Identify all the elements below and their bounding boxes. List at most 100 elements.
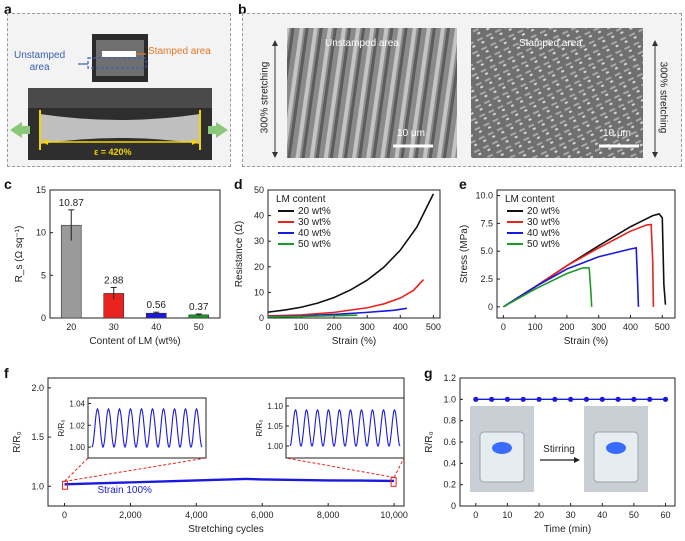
e-legend-title: LM content: [505, 194, 555, 205]
panel-label-b: b: [238, 1, 247, 17]
d-legend-label: 20 wt%: [298, 206, 331, 217]
span-arrow-left: [42, 139, 48, 145]
stretch-arrowhead-left-up: [272, 40, 278, 46]
pull-arrow-right: [208, 122, 228, 138]
g-xtick-label: 0: [473, 510, 478, 520]
panel-label-g: g: [424, 365, 433, 381]
f-xtick-label: 4,000: [185, 510, 208, 520]
g-xtick-label: 40: [597, 510, 607, 520]
g-point: [662, 396, 669, 402]
g-inset-label: Stirring: [543, 444, 575, 455]
panel-label-c: c: [4, 176, 12, 192]
unstamped-label-line2: area: [29, 62, 50, 73]
e-xtick-label: 100: [528, 322, 543, 332]
d-xtick-label: 100: [294, 322, 309, 332]
panel-label-e: e: [459, 176, 467, 192]
scale-label-right: 10 μm: [603, 128, 631, 139]
e-legend-label: 20 wt%: [527, 206, 560, 217]
sem-unstamped: [287, 28, 457, 158]
c-ylabel: R_s (Ω sq⁻¹): [14, 226, 25, 283]
c-xtick-label: 20: [66, 322, 76, 332]
d-series-30wt: [267, 279, 425, 317]
f-ylabel: R/R₀: [12, 431, 23, 452]
f-xlabel: Stretching cycles: [188, 524, 264, 535]
g-ytick-label: 0: [451, 501, 456, 511]
chart-g: 0 0.2 0.4 0.6 0.8 1.0 1.2 0 10 20 30 40 50 60 Stirring…: [424, 373, 676, 535]
e-xtick-label: 0: [501, 322, 506, 332]
e-ytick-label: 0: [488, 302, 493, 312]
d-xtick-label: 400: [393, 322, 408, 332]
d-legend-title: LM content: [276, 194, 326, 205]
g-point: [504, 396, 511, 402]
chart-c: 0 5 10 15 10.87 20 2.88 30 0.56 40 0.37 50 Content o…: [14, 185, 221, 347]
g-xtick-label: 10: [502, 510, 512, 520]
f-xtick-label: 6,000: [251, 510, 274, 520]
g-xlabel: Time (min): [544, 524, 591, 535]
c-axes-frame: [49, 189, 221, 319]
f-xtick-label: 8,000: [317, 510, 340, 520]
stamped-region: [102, 51, 136, 57]
f-inset-ylabel: R/R₀: [57, 419, 66, 436]
g-point: [552, 396, 558, 402]
panel-b-svg: [272, 28, 658, 158]
g-ytick-label: 1.0: [443, 394, 456, 404]
g-led-glow-1: [606, 442, 626, 454]
e-ytick-label: 2.5: [480, 274, 493, 284]
e-legend-label: 50 wt%: [527, 239, 560, 250]
c-value-label: 0.37: [189, 302, 209, 313]
pull-arrow-left: [10, 122, 30, 138]
f-inset-connector-a: [64, 457, 89, 482]
g-point: [631, 396, 637, 402]
e-xtick-label: 200: [559, 322, 574, 332]
panel-label-f: f: [4, 365, 9, 381]
d-xtick-label: 300: [360, 322, 375, 332]
unstamped-label-line1: Unstamped: [14, 50, 66, 61]
strain-label: ε = 420%: [94, 147, 132, 157]
g-xtick-label: 50: [629, 510, 639, 520]
g-point: [647, 396, 653, 402]
g-point: [489, 396, 495, 402]
chart-e: 0 2.5 5.0 7.5 10.0 0 100 200 300 400 500 LM content…: [459, 189, 676, 347]
g-xtick-label: 20: [534, 510, 544, 520]
e-legend-label: 30 wt%: [527, 217, 560, 228]
e-legend-label: 40 wt%: [527, 228, 560, 239]
f-inset-ytick-label: 1.04: [69, 399, 85, 408]
g-xtick-label: 60: [661, 510, 671, 520]
g-ytick-label: 0.8: [443, 416, 456, 426]
f-series-band: [64, 477, 395, 486]
c-ytick-label: 15: [36, 185, 46, 195]
d-legend-label: 50 wt%: [298, 239, 331, 250]
f-inset-connector-b: [393, 457, 405, 478]
stamped-label: Stamped area: [148, 46, 211, 57]
f-ytick-label: 1.0: [31, 481, 44, 491]
g-ytick-label: 1.2: [443, 373, 456, 383]
e-xtick-label: 500: [655, 322, 670, 332]
g-point: [520, 396, 526, 402]
panel-b-frame: Unstamped area Stamped area 10 μm 10 μm …: [242, 13, 682, 167]
e-xtick-label: 400: [623, 322, 638, 332]
f-inset-ylabel: R/R₀: [255, 419, 264, 436]
e-series-50wt: [502, 267, 593, 308]
f-inset-connector-b: [64, 457, 207, 482]
e-axes-frame: [496, 189, 676, 319]
f-inset-connector-a: [285, 457, 395, 478]
g-point: [568, 396, 574, 402]
f-annotation: Strain 100%: [97, 485, 152, 496]
panel-label-a: a: [4, 1, 12, 17]
g-stirring-arrowhead: [574, 457, 580, 463]
g-beaker-0: [479, 431, 525, 483]
stretched-sample: [40, 114, 200, 144]
d-ytick-label: 50: [254, 185, 264, 195]
g-point: [615, 396, 621, 402]
e-ytick-label: 5.0: [480, 246, 493, 256]
d-legend-label: 40 wt%: [298, 228, 331, 239]
stretch-label-left: 300% stretching: [259, 61, 271, 134]
stretch-arrowhead-right-up: [652, 40, 658, 46]
f-inset-ytick-label: 1.00: [267, 442, 283, 451]
stretch-arrowhead-right-down: [652, 152, 658, 158]
unstamped-label: Unstamped area: [14, 50, 65, 74]
e-ytick-label: 10.0: [475, 191, 493, 201]
g-ytick-label: 0.4: [443, 458, 456, 468]
d-xlabel: Strain (%): [332, 336, 376, 347]
